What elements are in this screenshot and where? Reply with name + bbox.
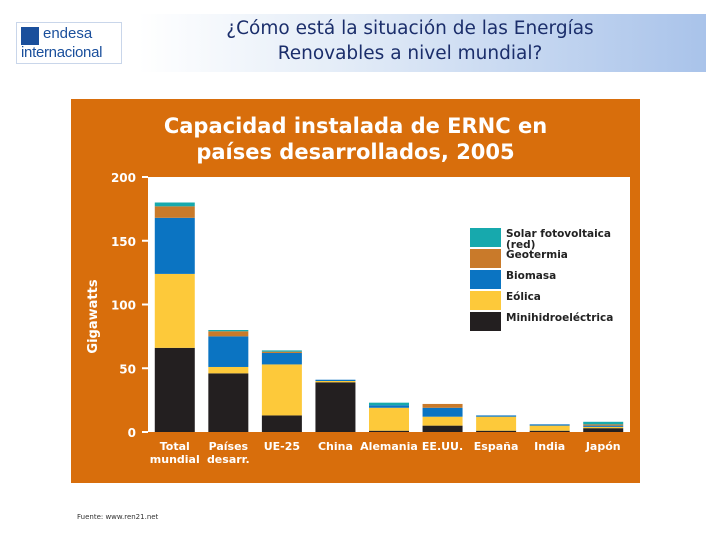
x-tick-label: Total: [160, 440, 190, 453]
x-tick-label: Japón: [585, 440, 621, 453]
legend-swatch-biomasa: [470, 270, 501, 289]
legend-label-solar-fotovoltaica-red: Solar fotovoltaica: [506, 228, 611, 240]
bar-segment-geotermia: [422, 403, 463, 408]
y-tick-label: 150: [111, 235, 136, 249]
chart-panel: Capacidad instalada de ERNC en países de…: [71, 99, 640, 483]
legend-label-geotermia: Geotermia: [506, 249, 568, 261]
x-tick-label: mundial: [150, 453, 200, 466]
legend-swatch-geotermia: [470, 249, 501, 268]
y-tick-label: 0: [128, 426, 136, 440]
legend-label-biomasa: Biomasa: [506, 270, 556, 282]
bar-segment-biomasa: [261, 352, 302, 365]
bar-segment-biomasa: [583, 425, 624, 427]
bar-segment-geotermia: [583, 424, 624, 426]
y-tick-label: 50: [119, 362, 136, 376]
logo-text-bottom: internacional: [21, 44, 103, 61]
bar-segment-biomasa: [422, 407, 463, 417]
bar-segment-eolica: [476, 416, 517, 431]
bar-segment-solar-fotovoltaica-red: [208, 330, 249, 332]
bar-segment-minihidroelectrica: [208, 373, 249, 432]
chart-title: Capacidad instalada de ERNC en países de…: [71, 113, 640, 165]
source-note: Fuente: www.ren21.net: [77, 513, 159, 521]
bar-segment-minihidroelectrica: [261, 415, 302, 432]
y-axis-label: Gigawatts: [86, 279, 101, 353]
legend-label-eolica: Eólica: [506, 291, 541, 303]
bar-segment-solar-fotovoltaica-red: [369, 402, 409, 406]
header-band: [14, 14, 706, 72]
endesa-logo-mark-icon: [21, 27, 39, 45]
bar-segment-biomasa: [315, 379, 356, 381]
bar-segment-eolica: [261, 364, 302, 416]
bar-segment-eolica: [529, 425, 570, 431]
x-tick-label: España: [474, 440, 519, 453]
bar-segment-solar-fotovoltaica-red: [261, 350, 302, 352]
chart-title-line1: Capacidad instalada de ERNC en: [163, 114, 548, 138]
bar-segment-biomasa: [369, 405, 409, 408]
bar-segment-biomasa: [208, 336, 249, 367]
bar-segment-minihidroelectrica: [422, 425, 463, 432]
logo-text-top: endesa: [43, 25, 93, 42]
bar-segment-geotermia: [261, 351, 302, 353]
bar-segment-geotermia: [154, 206, 195, 218]
bar-segment-minihidroelectrica: [476, 430, 517, 432]
bar-segment-minihidroelectrica: [315, 382, 356, 432]
bar-segment-biomasa: [476, 415, 517, 417]
bar-segment-solar-fotovoltaica-red: [583, 421, 624, 425]
endesa-logo: endesa internacional: [16, 22, 122, 64]
legend-swatch-eolica: [470, 291, 501, 310]
slide-title: ¿Cómo está la situación de las Energías …: [150, 16, 670, 66]
y-tick-label: 100: [111, 299, 136, 313]
bar-segment-eolica: [422, 416, 463, 426]
legend-label-solar-fotovoltaica-red: (red): [506, 239, 535, 251]
legend-swatch-solar-fotovoltaica-red: [470, 228, 501, 247]
bar-segment-geotermia: [208, 331, 249, 337]
bar-segment-eolica: [208, 366, 249, 374]
x-tick-label: EE.UU.: [422, 440, 463, 453]
bar-segment-eolica: [154, 273, 195, 348]
bar-segment-minihidroelectrica: [583, 428, 624, 432]
bar-segment-solar-fotovoltaica-red: [154, 202, 195, 207]
bar-segment-eolica: [583, 426, 624, 429]
x-tick-label: desarr.: [207, 453, 250, 466]
slide-title-line1: ¿Cómo está la situación de las Energías: [226, 18, 594, 39]
legend-label-minihidroelectrica: Minihidroeléctrica: [506, 312, 613, 324]
bar-segment-minihidroelectrica: [369, 430, 409, 432]
bar-segment-eolica: [369, 407, 409, 431]
bar-segment-minihidroelectrica: [154, 347, 195, 432]
legend-swatch-minihidroelectrica: [470, 312, 501, 331]
y-tick-label: 200: [111, 171, 136, 185]
x-tick-label: UE-25: [264, 440, 300, 453]
bar-segment-eolica: [315, 381, 356, 383]
chart-title-line2: países desarrollados, 2005: [196, 140, 515, 164]
slide-title-line2: Renovables a nivel mundial?: [277, 43, 543, 64]
bar-segment-biomasa: [529, 424, 570, 426]
x-tick-label: India: [534, 440, 565, 453]
x-tick-label: China: [318, 440, 353, 453]
x-tick-label: Países: [209, 440, 249, 453]
bar-segment-biomasa: [154, 217, 195, 274]
x-tick-label: Alemania: [360, 440, 418, 453]
bar-segment-minihidroelectrica: [529, 430, 570, 432]
